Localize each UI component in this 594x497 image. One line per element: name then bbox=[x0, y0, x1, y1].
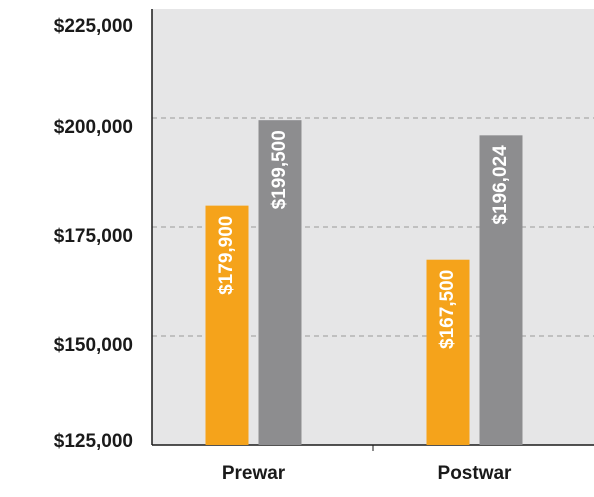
value-label: $196,024 bbox=[490, 145, 511, 225]
bar bbox=[479, 135, 523, 445]
bar bbox=[426, 259, 470, 445]
y-tick-label: $175,000 bbox=[54, 226, 133, 247]
x-tick-label: Prewar bbox=[222, 463, 286, 484]
bar bbox=[205, 205, 249, 445]
x-tick-label: Postwar bbox=[438, 463, 513, 484]
value-label: $199,500 bbox=[269, 130, 290, 209]
bar bbox=[258, 120, 302, 446]
y-tick-label: $200,000 bbox=[54, 117, 133, 138]
y-tick-label: $225,000 bbox=[54, 16, 133, 37]
y-tick-label: $150,000 bbox=[54, 335, 133, 356]
y-tick-label: $125,000 bbox=[54, 431, 133, 452]
value-label: $167,500 bbox=[437, 270, 458, 349]
value-label: $179,900 bbox=[216, 216, 237, 295]
